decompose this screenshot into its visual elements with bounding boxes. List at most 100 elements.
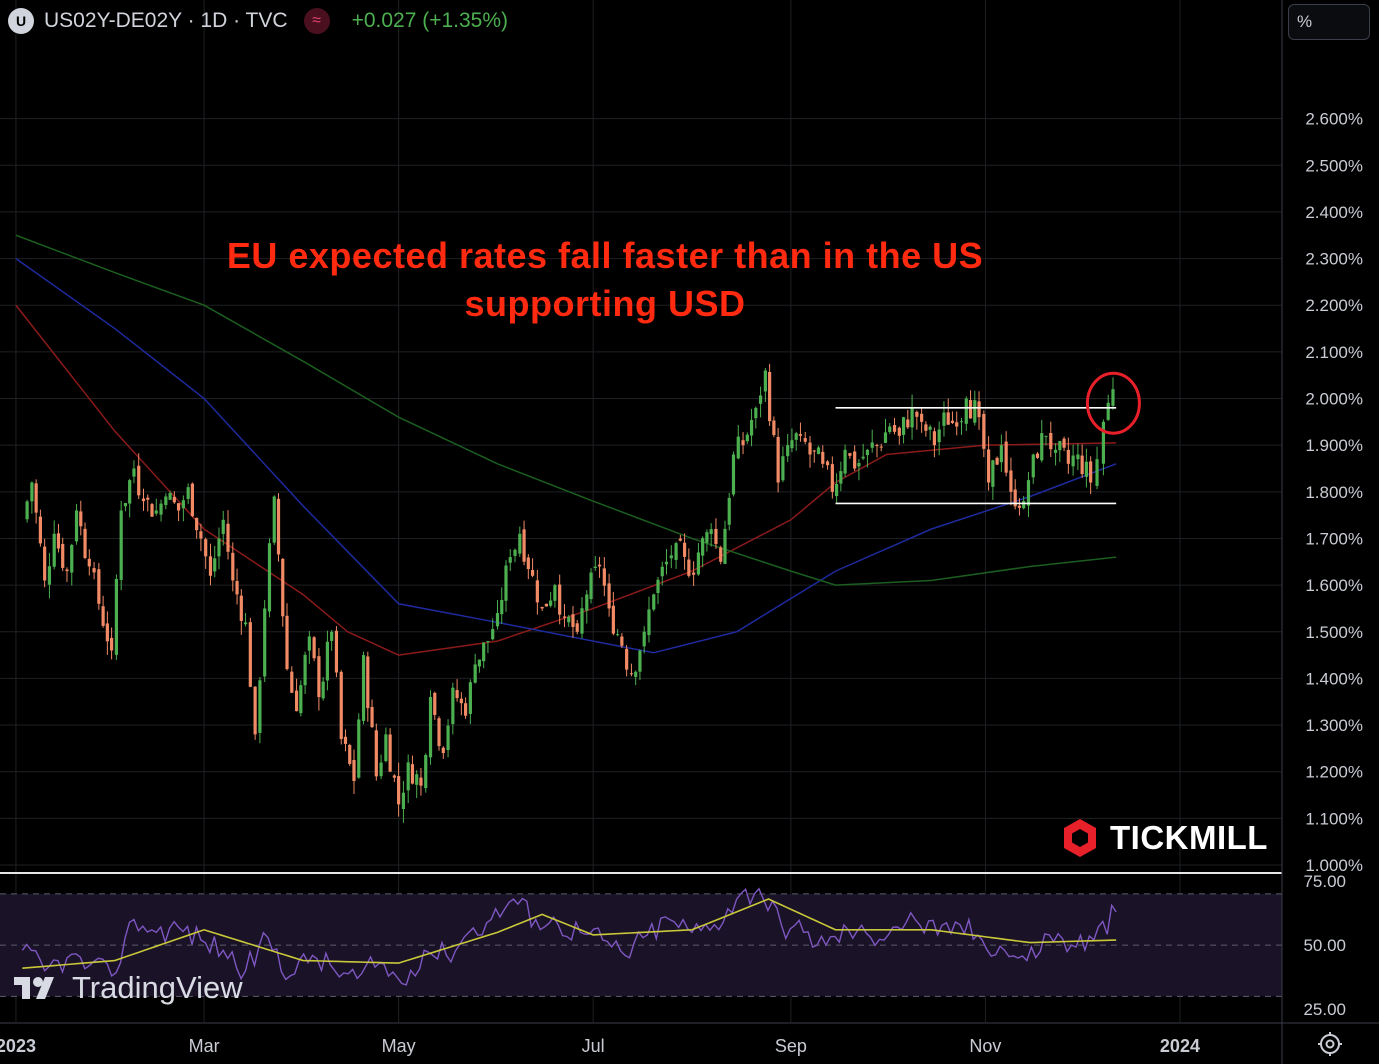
candle-down — [602, 568, 606, 586]
candle-down — [388, 734, 392, 772]
candle-up — [857, 462, 861, 467]
candle-down — [290, 671, 294, 693]
candle-down — [190, 483, 195, 517]
candle-up — [401, 792, 406, 809]
candle-up — [1111, 389, 1115, 406]
candle-down — [248, 622, 252, 687]
chart-headline: EU expected rates fall faster than in th… — [160, 232, 1050, 328]
candle-down — [199, 531, 203, 539]
candle-up — [508, 557, 512, 563]
candles — [25, 363, 1115, 823]
candle-up — [1101, 421, 1106, 464]
candle-up — [451, 687, 455, 725]
candle-up — [482, 642, 486, 662]
candle-down — [1080, 455, 1084, 475]
candle-up — [758, 395, 763, 404]
candle-up — [883, 432, 888, 443]
candle-up — [154, 510, 158, 514]
candle-up — [303, 654, 307, 686]
candle-down — [803, 438, 807, 442]
candle-down — [741, 440, 745, 446]
candle-up — [928, 426, 932, 430]
candle-down — [352, 760, 356, 782]
candle-down — [825, 461, 830, 466]
candle-down — [597, 564, 602, 567]
candle-down — [915, 411, 919, 417]
candle-up — [415, 774, 419, 785]
candle-up — [865, 449, 870, 456]
candle-up — [790, 440, 794, 449]
candle-up — [723, 528, 727, 564]
candle-down — [620, 636, 624, 646]
settings-gear-icon[interactable] — [1316, 1030, 1344, 1058]
candle-down — [38, 516, 42, 544]
candle-up — [834, 483, 839, 497]
candle-up — [361, 655, 366, 721]
candle-up — [428, 697, 433, 758]
candle-down — [714, 528, 718, 544]
candle-down — [317, 656, 321, 698]
candle-down — [459, 698, 463, 704]
candle-up — [754, 407, 758, 419]
y-tick-label: 1.600% — [1305, 576, 1363, 595]
symbol-title[interactable]: US02Y-DE02Y · 1D · TVC — [44, 9, 288, 32]
candle-down — [1066, 449, 1070, 464]
candle-down — [625, 648, 629, 670]
candle-down — [607, 583, 611, 609]
candle-up — [580, 608, 584, 634]
candle-up — [1053, 449, 1058, 453]
ma-slow-line — [15, 234, 1117, 586]
candle-down — [397, 776, 401, 805]
candle-up — [1084, 461, 1089, 477]
candle-down — [172, 496, 176, 503]
candle-down — [334, 630, 339, 673]
y-tick-label: 2.500% — [1305, 156, 1363, 175]
candle-up — [1095, 459, 1099, 486]
candle-down — [339, 671, 343, 740]
candle-up — [861, 456, 865, 459]
candle-down — [455, 690, 459, 699]
candle-down — [101, 606, 105, 626]
candle-up — [749, 420, 754, 436]
candle-down — [611, 605, 615, 634]
candle-up — [330, 631, 334, 641]
candle-down — [526, 557, 530, 570]
candle-up — [272, 496, 276, 543]
candle-down — [853, 451, 857, 469]
rsi-ma-line — [22, 898, 1117, 970]
candle-up — [384, 734, 388, 762]
candle-up — [159, 503, 163, 515]
candle-up — [705, 532, 709, 543]
candle-up — [991, 460, 995, 487]
candle-up — [999, 445, 1003, 463]
candle-up — [973, 400, 977, 423]
x-tick-label: Sep — [775, 1036, 807, 1056]
candle-down — [977, 401, 981, 418]
candle-down — [226, 523, 230, 552]
candle-up — [307, 636, 311, 651]
rsi-tick-label: 25.00 — [1303, 1000, 1346, 1019]
candle-up — [589, 572, 593, 600]
candle-up — [553, 585, 557, 601]
candle-up — [964, 398, 968, 424]
y-tick-label: 1.400% — [1305, 669, 1363, 688]
unit-button[interactable]: % — [1288, 4, 1370, 40]
candle-down — [253, 686, 257, 735]
candle-down — [950, 420, 955, 423]
candle-down — [281, 558, 285, 617]
candle-down — [1035, 453, 1040, 458]
candle-up — [781, 456, 785, 481]
candle-down — [995, 457, 999, 465]
symbol-badge[interactable]: U — [8, 8, 34, 34]
candle-down — [419, 777, 423, 786]
candle-up — [513, 549, 517, 556]
candle-up — [30, 482, 34, 502]
candle-down — [924, 424, 928, 431]
candle-down — [575, 623, 579, 632]
candle-down — [830, 464, 834, 492]
candle-down — [772, 420, 776, 436]
compare-icon[interactable]: ≈ — [303, 8, 330, 34]
candle-up — [786, 445, 790, 457]
